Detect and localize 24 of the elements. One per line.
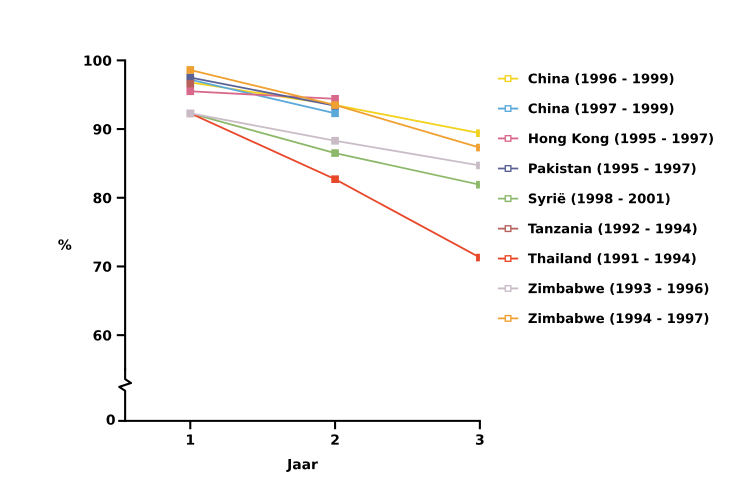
text: 0 — [106, 414, 115, 425]
point — [331, 109, 339, 118]
legend-label: China (1997 - 1999) — [528, 103, 674, 115]
x-tick-label: 3 — [476, 434, 484, 445]
point — [186, 87, 194, 96]
legend-label: Zimbabwe (1993 - 1996) — [528, 283, 708, 295]
legend-label: Hong Kong (1995 - 1997) — [529, 133, 713, 146]
y-axis-title: % — [58, 239, 72, 250]
legend-label: Thailand (1991 - 1994) — [528, 253, 696, 265]
y-tick-label: 60 — [93, 330, 112, 341]
legend-label: Pakistan (1995 - 1997) — [529, 163, 696, 175]
x-tick-label: 1 — [187, 434, 194, 445]
point — [331, 136, 339, 145]
x-tick-label: 2 — [331, 434, 339, 445]
point — [186, 66, 194, 74]
y-tick-label: 90 — [93, 124, 112, 135]
x-axis-title: Jaar — [286, 459, 318, 472]
y-tick-label: 80 — [93, 192, 112, 204]
y-tick-label: 70 — [94, 261, 112, 272]
legend-label: China (1996 - 1999) — [528, 73, 674, 85]
y-tick-label: 100 — [84, 55, 112, 66]
legend-label: Syrië (1998 - 2001) — [528, 193, 670, 206]
legend-label: Tanzania (1992 - 1994) — [528, 223, 696, 235]
legend-label: Zimbabwe (1994 - 1997) — [528, 312, 708, 325]
